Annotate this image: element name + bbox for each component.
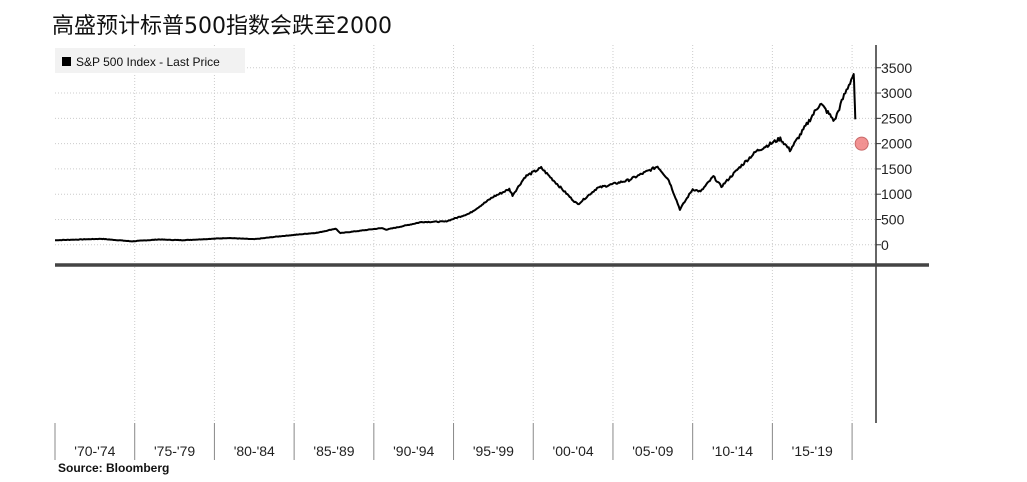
y-tick-label: 2000 [881, 136, 912, 152]
y-tick-label: 1500 [881, 161, 912, 177]
x-tick-label: '95-'99 [473, 443, 514, 459]
grid-layer [55, 45, 876, 423]
y-tick-label: 2500 [881, 110, 912, 126]
legend-box [55, 48, 245, 73]
y-tick-label: 3500 [881, 60, 912, 76]
legend: S&P 500 Index - Last Price [55, 48, 245, 73]
y-tick-label: 500 [881, 211, 905, 227]
x-tick-label: '10-'14 [712, 443, 753, 459]
legend-label: S&P 500 Index - Last Price [76, 55, 220, 69]
y-tick-label: 0 [881, 237, 889, 253]
x-tick-label: '00-'04 [553, 443, 594, 459]
legend-swatch [62, 57, 71, 66]
x-tick-label: '90-'94 [393, 443, 434, 459]
x-tick-label: '15-'19 [792, 443, 833, 459]
x-tick-label: '70-'74 [74, 443, 115, 459]
x-tick-label: '85-'89 [313, 443, 354, 459]
y-tick-label: 3000 [881, 85, 912, 101]
x-tick-label: '75-'79 [154, 443, 195, 459]
y-tick-label: 1000 [881, 186, 912, 202]
x-tick-label: '05-'09 [632, 443, 673, 459]
chart-title: 高盛预计标普500指数会跌至2000 [52, 14, 392, 39]
series-layer [55, 73, 869, 243]
series-line-sp500 [55, 73, 857, 243]
forecast-marker [854, 136, 869, 151]
x-tick-label: '80-'84 [234, 443, 275, 459]
axis-layer: 0 500 1000 1500 2000 2500 3000 3500 '70-'74 '75-'… [54, 45, 929, 460]
source-note: Source: Bloomberg [58, 461, 170, 475]
